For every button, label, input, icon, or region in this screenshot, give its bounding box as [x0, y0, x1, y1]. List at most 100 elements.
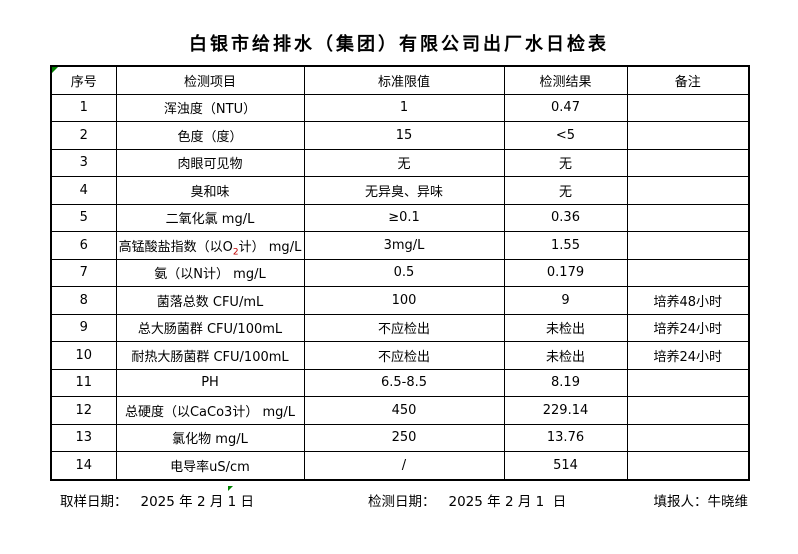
cell-result: 无 [503, 176, 628, 205]
cell-item: 氯化物 mg/L [115, 423, 305, 452]
cell-result: 0.179 [503, 258, 628, 287]
cell-note [626, 93, 750, 122]
cell-note: 培养24小时 [626, 341, 750, 370]
excel-corner-marker-icon [52, 67, 58, 73]
test-date-value: 2025 年 2 月 1 日 [448, 494, 567, 510]
cell-result: 229.14 [503, 396, 628, 425]
cell-note: 培养24小时 [626, 313, 750, 342]
cell-note [626, 423, 750, 452]
cell-item: 总硬度（以CaCo3计） mg/L [115, 396, 305, 425]
cell-item: 色度（度） [115, 121, 305, 150]
cell-limit: 100 [303, 286, 505, 315]
cell-item: 二氧化氯 mg/L [115, 203, 305, 232]
cell-no: 11 [50, 368, 117, 397]
cell-item: PH [115, 368, 305, 397]
cell-limit: / [303, 451, 505, 480]
header-note: 备注 [626, 65, 750, 95]
table-row: 4 臭和味 无异臭、异味无 [50, 176, 750, 205]
cell-limit: 1 [303, 93, 505, 122]
test-date-label: 检测日期： [368, 494, 436, 510]
cell-no: 10 [50, 341, 117, 370]
cell-limit: 6.5-8.5 [303, 368, 505, 397]
cell-limit: 250 [303, 423, 505, 452]
cell-note [626, 148, 750, 177]
cell-note [626, 368, 750, 397]
subscript-text: 2 [232, 247, 239, 258]
cell-item: 肉眼可见物 [115, 148, 305, 177]
cell-note [626, 231, 750, 260]
cell-note [626, 396, 750, 425]
cell-no: 12 [50, 396, 117, 425]
cell-limit: 不应检出 [303, 313, 505, 342]
table-row: 13 氯化物 mg/L 250 13.76 [50, 423, 750, 452]
cell-no: 14 [50, 451, 117, 480]
table-row: 7 氨（以N计） mg/L 0.5 0.179 [50, 258, 750, 287]
cell-result: 0.36 [503, 203, 628, 232]
cell-result: 8.19 [503, 368, 628, 397]
cell-note [626, 176, 750, 205]
cell-result: 未检出 [503, 341, 628, 370]
table-row: 6 高锰酸盐指数（以O2计） mg/L 3mg/L 1.55 [50, 231, 750, 260]
cell-item: 高锰酸盐指数（以O2计） mg/L [115, 231, 305, 260]
cell-result: 13.76 [503, 423, 628, 452]
reporter-group: 填报人： 牛晓维 [654, 490, 749, 510]
sample-date-label: 取样日期： [60, 494, 128, 510]
cell-result: <5 [503, 121, 628, 150]
excel-bottom-marker-icon [228, 486, 233, 491]
test-date-group: 检测日期： 2025 年 2 月 1 日 [368, 490, 566, 510]
table-header-row: 序号 检测项目 标准限值 检测结果 备注 [50, 65, 750, 95]
cell-item: 菌落总数 CFU/mL [115, 286, 305, 315]
cell-no: 6 [50, 231, 117, 260]
cell-no: 5 [50, 203, 117, 232]
sample-date-group: 取样日期： 2025 年 2 月 1 日 [60, 490, 254, 510]
table-row: 14 电导率uS/cm/514 [50, 451, 750, 480]
header-no-label: 序号 [70, 74, 97, 90]
cell-no: 3 [50, 148, 117, 177]
cell-note [626, 451, 750, 480]
table-row: 5 二氧化氯 mg/L ≥0.1 0.36 [50, 203, 750, 232]
cell-limit: 3mg/L [303, 231, 505, 260]
cell-note [626, 121, 750, 150]
cell-result: 0.47 [503, 93, 628, 122]
cell-limit: 450 [303, 396, 505, 425]
header-limit: 标准限值 [303, 65, 505, 95]
footer: 取样日期： 2025 年 2 月 1 日 检测日期： 2025 年 2 月 1 … [50, 490, 749, 510]
cell-note [626, 258, 750, 287]
cell-result: 9 [503, 286, 628, 315]
cell-no: 13 [50, 423, 117, 452]
cell-limit: 不应检出 [303, 341, 505, 370]
table-row: 12 总硬度（以CaCo3计） mg/L 450 229.14 [50, 396, 750, 425]
sample-date-value: 2025 年 2 月 1 日 [140, 494, 255, 510]
cell-item: 耐热大肠菌群 CFU/100mL [115, 341, 305, 370]
cell-item: 氨（以N计） mg/L [115, 258, 305, 287]
reporter-name: 牛晓维 [707, 494, 749, 510]
cell-no: 7 [50, 258, 117, 287]
cell-result: 1.55 [503, 231, 628, 260]
cell-item: 总大肠菌群 CFU/100mL [115, 313, 305, 342]
table-row: 10 耐热大肠菌群 CFU/100mL 不应检出 未检出 培养24小时 [50, 341, 750, 370]
cell-result: 未检出 [503, 313, 628, 342]
page: { "title": "白银市给排水（集团）有限公司出厂水日检表", "tabl… [50, 34, 750, 510]
header-result: 检测结果 [503, 65, 628, 95]
header-no: 序号 [50, 65, 117, 95]
cell-limit: 0.5 [303, 258, 505, 287]
cell-limit: 无 [303, 148, 505, 177]
table-row: 11 PH 6.5-8.5 8.19 [50, 368, 750, 397]
table-body: 1 浑浊度（NTU） 1 0.47 2 色度（度） 15 <5 3 肉眼可见物无无 4 臭和味 无异臭、… [50, 93, 750, 480]
cell-note: 培养48小时 [626, 286, 750, 315]
table-row: 9 总大肠菌群 CFU/100mL 不应检出 未检出 培养24小时 [50, 313, 750, 342]
cell-limit: 无异臭、异味 [303, 176, 505, 205]
table-row: 8 菌落总数 CFU/mL 100 9 培养48小时 [50, 286, 750, 315]
cell-limit: ≥0.1 [303, 203, 505, 232]
table-row: 1 浑浊度（NTU） 1 0.47 [50, 93, 750, 122]
cell-limit: 15 [303, 121, 505, 150]
page-title: 白银市给排水（集团）有限公司出厂水日检表 [189, 34, 609, 55]
cell-result: 514 [503, 451, 628, 480]
table-row: 2 色度（度） 15 <5 [50, 121, 750, 150]
cell-no: 9 [50, 313, 117, 342]
cell-no: 8 [50, 286, 117, 315]
cell-item: 臭和味 [115, 176, 305, 205]
cell-no: 4 [50, 176, 117, 205]
inspection-table: 序号 检测项目 标准限值 检测结果 备注 1 浑浊度（NTU） 1 0.47 2 色度（度… [50, 65, 750, 481]
reporter-label: 填报人： [653, 494, 708, 510]
